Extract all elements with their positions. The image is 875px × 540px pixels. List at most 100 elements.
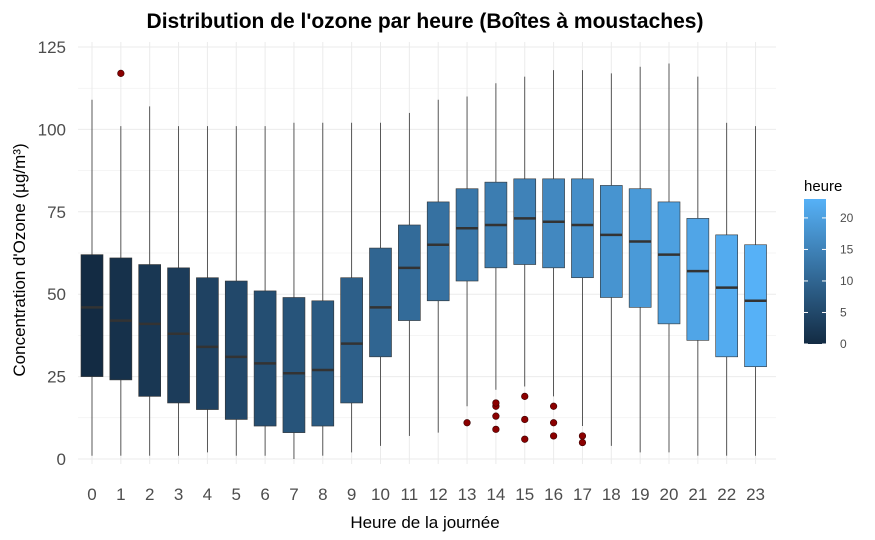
outlier-point	[117, 69, 125, 77]
outlier-point	[549, 419, 558, 427]
outlier-point	[578, 432, 587, 440]
x-tick-label: 20	[660, 485, 679, 504]
box-hour-1	[109, 126, 133, 456]
box-hour-9	[340, 122, 363, 453]
box-hour-7	[282, 122, 306, 459]
box-hour-0	[80, 99, 104, 456]
box-hour-10	[369, 122, 392, 446]
box-body	[80, 254, 104, 377]
box-body	[542, 178, 565, 269]
y-tick-label: 0	[57, 450, 66, 469]
box-body	[340, 277, 363, 404]
x-tick-label: 0	[87, 485, 96, 504]
x-tick-label: 14	[486, 485, 505, 504]
box-body	[657, 201, 681, 325]
x-tick-label: 23	[746, 485, 765, 504]
x-tick-label: 10	[371, 485, 390, 504]
box-hour-22	[715, 122, 739, 456]
outlier-point	[463, 419, 471, 427]
box-body	[628, 188, 652, 308]
legend-tick-label: 0	[840, 337, 847, 351]
x-tick-label: 9	[347, 485, 356, 504]
box-body	[455, 188, 479, 282]
box-body	[571, 178, 594, 279]
y-tick-label: 125	[38, 38, 66, 57]
outlier-point	[578, 438, 587, 447]
boxes	[80, 63, 767, 459]
box-hour-19	[628, 66, 652, 453]
box-body	[369, 247, 392, 358]
x-tick-label: 4	[203, 485, 212, 504]
x-tick-label: 22	[717, 485, 736, 504]
box-hour-20	[657, 63, 681, 453]
y-tick-label: 100	[38, 120, 66, 139]
y-axis-ticks: 0 25 50 75 100 125	[38, 38, 66, 469]
box-hour-6	[253, 126, 277, 456]
x-tick-label: 21	[688, 485, 707, 504]
box-body	[138, 264, 161, 397]
box-hour-16	[542, 70, 565, 397]
x-tick-label: 16	[544, 485, 563, 504]
box-body	[224, 280, 248, 420]
outlier-point	[521, 392, 529, 400]
x-axis-title: Heure de la journée	[350, 513, 499, 532]
legend-colorbar	[804, 199, 826, 344]
box-hour-4	[196, 126, 219, 453]
y-tick-label: 75	[47, 203, 66, 222]
x-tick-label: 1	[116, 485, 125, 504]
box-body	[715, 234, 739, 358]
outlier-point	[492, 412, 500, 420]
box-hour-13	[455, 96, 479, 407]
y-axis-title: Concentration d'Ozone (µg/m³)	[10, 143, 29, 376]
x-tick-label: 13	[458, 485, 477, 504]
box-body	[196, 277, 219, 410]
outlier-point	[549, 432, 558, 440]
box-body	[282, 297, 306, 433]
legend-tick-label: 5	[840, 305, 847, 319]
outlier-point	[521, 415, 529, 424]
box-hour-15	[513, 76, 537, 387]
x-tick-label: 8	[318, 485, 327, 504]
legend: heure 0 5 10 15 20	[804, 178, 854, 351]
chart-title: Distribution de l'ozone par heure (Boîte…	[147, 10, 704, 33]
x-tick-label: 7	[289, 485, 298, 504]
box-body	[686, 218, 710, 341]
outlier-point	[549, 402, 558, 410]
x-axis-ticks: 0 1 2 3 4 5 6 7 8 9 10 11 12 13 14 15 16 17 18 19 20 21 22 23	[87, 485, 765, 504]
legend-tick-label: 15	[840, 242, 854, 256]
box-hour-11	[398, 112, 421, 436]
box-body	[167, 267, 190, 404]
box-hour-23	[744, 126, 767, 456]
box-body	[311, 300, 335, 427]
box-hour-12	[426, 99, 450, 433]
box-body	[599, 185, 623, 298]
box-hour-18	[599, 73, 623, 446]
box-body	[744, 244, 767, 368]
outlier-point	[492, 425, 500, 433]
box-hour-3	[167, 126, 190, 456]
x-tick-label: 15	[515, 485, 534, 504]
box-hour-5	[224, 126, 248, 456]
x-tick-label: 11	[401, 485, 419, 504]
x-tick-label: 6	[260, 485, 269, 504]
legend-tick-label: 20	[840, 211, 854, 225]
x-tick-label: 5	[232, 485, 241, 504]
x-tick-label: 17	[573, 485, 592, 504]
outliers	[117, 69, 587, 447]
box-body	[513, 178, 537, 265]
legend-title: heure	[804, 178, 842, 195]
box-hour-2	[138, 106, 161, 456]
box-hour-14	[484, 83, 508, 390]
legend-ticks: 0 5 10 15 20	[804, 211, 854, 351]
legend-tick-label: 10	[840, 274, 854, 288]
x-tick-label: 3	[174, 485, 183, 504]
box-body	[426, 201, 450, 302]
box-hour-17	[571, 70, 594, 427]
x-tick-label: 12	[429, 485, 448, 504]
box-hour-8	[311, 122, 335, 456]
box-body	[109, 257, 133, 381]
y-tick-label: 25	[47, 368, 66, 387]
x-tick-label: 2	[145, 485, 154, 504]
outlier-point	[521, 435, 529, 443]
